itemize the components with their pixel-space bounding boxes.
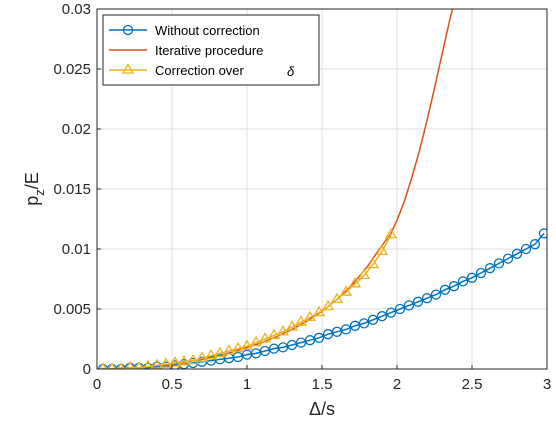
data-point — [502, 253, 514, 264]
legend-entry-correction-over-delta: Correction over δ — [109, 63, 295, 79]
data-point — [439, 284, 451, 295]
data-point — [313, 332, 325, 343]
x-tick-label: 3 — [543, 376, 551, 393]
data-point — [142, 359, 154, 369]
data-point — [117, 362, 125, 369]
data-point — [159, 357, 173, 368]
data-point — [430, 289, 442, 300]
data-point — [394, 303, 406, 315]
data-point — [108, 362, 116, 369]
x-tick-label: 1 — [243, 376, 251, 393]
data-point — [125, 361, 135, 369]
data-point — [321, 299, 335, 311]
data-point — [222, 344, 236, 355]
legend-label-without-correction: Without correction — [155, 23, 260, 38]
data-point — [448, 281, 460, 292]
x-tick-label: 2 — [393, 376, 401, 393]
data-point — [367, 314, 379, 325]
data-point — [366, 257, 380, 269]
x-tick-label: 1.5 — [312, 376, 333, 393]
data-point — [231, 341, 245, 353]
data-point — [267, 328, 281, 340]
data-point — [303, 310, 317, 322]
data-point — [376, 311, 388, 322]
data-point — [340, 324, 352, 335]
data-point — [466, 272, 478, 283]
data-point — [330, 292, 344, 304]
legend-label-correction-over: Correction over — [155, 63, 245, 78]
x-tick-label: 2.5 — [462, 376, 483, 393]
data-point — [213, 346, 227, 358]
data-point — [134, 361, 144, 369]
y-axis-label-main: p — [22, 196, 42, 206]
legend-label-delta: δ — [287, 64, 295, 79]
data-point — [385, 307, 397, 318]
legend: Without correction Iterative procedure C… — [102, 14, 320, 86]
legend-marker-circle — [122, 24, 134, 36]
x-tick-label: 0.5 — [162, 376, 183, 393]
legend-entry-without-correction: Without correction — [109, 23, 260, 38]
data-point — [529, 239, 541, 250]
plot-area — [97, 9, 547, 369]
legend-entry-iterative-procedure: Iterative procedure — [109, 43, 263, 58]
y-tick-label: 0.01 — [62, 241, 91, 258]
y-tick-label: 0.005 — [53, 301, 91, 318]
data-point — [403, 300, 415, 311]
data-point — [177, 355, 191, 366]
data-point — [294, 315, 308, 326]
data-point — [358, 318, 370, 329]
data-point — [511, 248, 523, 259]
data-point — [484, 263, 496, 274]
y-tick-label: 0.025 — [53, 61, 91, 78]
x-tick-label: 0 — [93, 376, 101, 393]
data-point — [186, 353, 200, 365]
data-point — [384, 227, 398, 239]
data-point — [150, 358, 164, 369]
data-point — [339, 285, 353, 296]
data-point — [249, 335, 263, 347]
data-point — [475, 267, 487, 279]
y-tick-label: 0.015 — [53, 181, 91, 198]
data-point — [412, 296, 424, 307]
legend-label-iterative-procedure: Iterative procedure — [155, 43, 263, 58]
data-point — [312, 305, 326, 317]
data-point — [276, 325, 290, 336]
series-2 — [99, 227, 398, 369]
y-axis-label-tail: /E — [22, 172, 42, 189]
y-tick-label: 0.03 — [62, 1, 91, 18]
data-point — [538, 228, 547, 239]
data-point — [457, 276, 469, 287]
y-axis-label: pz/E — [22, 172, 47, 206]
data-point — [285, 320, 299, 331]
data-point — [240, 339, 254, 350]
x-axis-label: Δ/s — [309, 399, 335, 419]
data-point — [493, 258, 505, 269]
y-axis-label-sub: z — [32, 189, 47, 196]
x-axis: 0 0.5 1 1.5 2 2.5 3 — [93, 365, 551, 393]
legend-marker-triangle — [121, 63, 135, 74]
data-point — [357, 268, 371, 280]
data-point — [375, 244, 389, 256]
y-axis: 0 0.005 0.01 0.015 0.02 0.025 0.03 — [53, 1, 101, 378]
data-point — [258, 332, 272, 343]
data-point — [204, 349, 218, 360]
data-point — [520, 243, 532, 255]
data-point — [348, 277, 362, 288]
y-tick-label: 0.02 — [62, 121, 91, 138]
data-point — [99, 362, 107, 369]
data-point — [421, 293, 433, 304]
y-tick-label: 0 — [83, 361, 91, 378]
data-point — [195, 351, 209, 362]
data-point — [168, 356, 182, 367]
